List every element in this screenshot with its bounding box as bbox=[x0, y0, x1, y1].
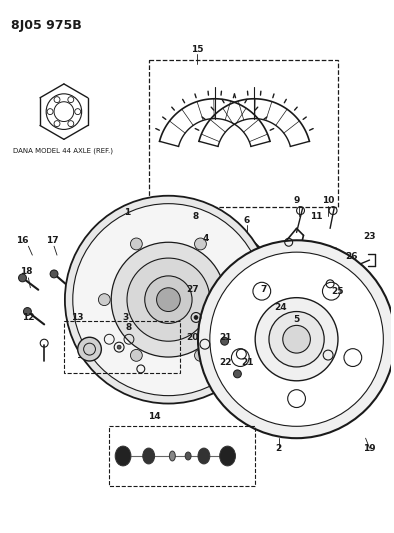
Text: 25: 25 bbox=[332, 287, 344, 296]
Circle shape bbox=[194, 316, 198, 319]
Circle shape bbox=[156, 288, 180, 311]
Circle shape bbox=[98, 294, 110, 305]
Circle shape bbox=[24, 308, 32, 316]
Circle shape bbox=[111, 243, 226, 357]
Text: 7: 7 bbox=[261, 285, 267, 294]
Ellipse shape bbox=[220, 446, 236, 466]
Text: 26: 26 bbox=[346, 252, 358, 261]
Text: 24: 24 bbox=[275, 303, 287, 312]
Ellipse shape bbox=[201, 253, 218, 264]
Circle shape bbox=[322, 282, 340, 300]
Text: 3: 3 bbox=[122, 313, 128, 322]
Circle shape bbox=[283, 325, 310, 353]
Text: 2: 2 bbox=[276, 443, 282, 453]
Circle shape bbox=[344, 349, 362, 367]
Circle shape bbox=[269, 311, 324, 367]
Text: DANA MODEL 44 AXLE (REF.): DANA MODEL 44 AXLE (REF.) bbox=[13, 147, 113, 154]
Circle shape bbox=[221, 337, 229, 345]
Circle shape bbox=[145, 276, 192, 324]
Text: 16: 16 bbox=[16, 236, 29, 245]
Circle shape bbox=[255, 297, 338, 381]
Text: 1: 1 bbox=[124, 208, 130, 217]
Text: 23: 23 bbox=[363, 232, 376, 241]
Text: 6: 6 bbox=[243, 216, 249, 225]
Text: 8J05 975B: 8J05 975B bbox=[11, 19, 82, 31]
Circle shape bbox=[65, 196, 272, 403]
Circle shape bbox=[117, 345, 121, 349]
Text: 21: 21 bbox=[219, 333, 232, 342]
Text: 18: 18 bbox=[20, 268, 33, 277]
Circle shape bbox=[231, 349, 249, 367]
Circle shape bbox=[130, 350, 142, 361]
Text: 8: 8 bbox=[193, 212, 199, 221]
Text: 5: 5 bbox=[294, 315, 300, 324]
Circle shape bbox=[195, 350, 206, 361]
Ellipse shape bbox=[185, 452, 191, 460]
Text: 4: 4 bbox=[203, 234, 209, 243]
Ellipse shape bbox=[198, 448, 210, 464]
Ellipse shape bbox=[169, 451, 175, 461]
Circle shape bbox=[227, 294, 238, 305]
Text: 13: 13 bbox=[71, 313, 84, 322]
Circle shape bbox=[288, 390, 305, 408]
Text: 9: 9 bbox=[294, 196, 300, 205]
Circle shape bbox=[78, 337, 101, 361]
Text: 12: 12 bbox=[22, 313, 35, 322]
Ellipse shape bbox=[143, 448, 154, 464]
Text: 14: 14 bbox=[148, 412, 161, 421]
Circle shape bbox=[234, 370, 242, 378]
Text: 20: 20 bbox=[186, 333, 198, 342]
Circle shape bbox=[127, 258, 210, 341]
Circle shape bbox=[198, 240, 394, 438]
Text: 22: 22 bbox=[219, 359, 232, 367]
Text: 8: 8 bbox=[126, 323, 132, 332]
Circle shape bbox=[210, 252, 383, 426]
Circle shape bbox=[130, 238, 142, 250]
Circle shape bbox=[50, 270, 58, 278]
Text: 21: 21 bbox=[241, 359, 253, 367]
Text: 27: 27 bbox=[187, 285, 199, 294]
Circle shape bbox=[195, 238, 206, 250]
Circle shape bbox=[253, 282, 271, 300]
Text: 11: 11 bbox=[310, 212, 323, 221]
Ellipse shape bbox=[115, 446, 131, 466]
Text: 10: 10 bbox=[322, 196, 335, 205]
Text: 17: 17 bbox=[46, 236, 58, 245]
Text: 19: 19 bbox=[363, 443, 376, 453]
Circle shape bbox=[73, 204, 264, 395]
Circle shape bbox=[19, 274, 26, 282]
Text: 15: 15 bbox=[191, 45, 203, 54]
